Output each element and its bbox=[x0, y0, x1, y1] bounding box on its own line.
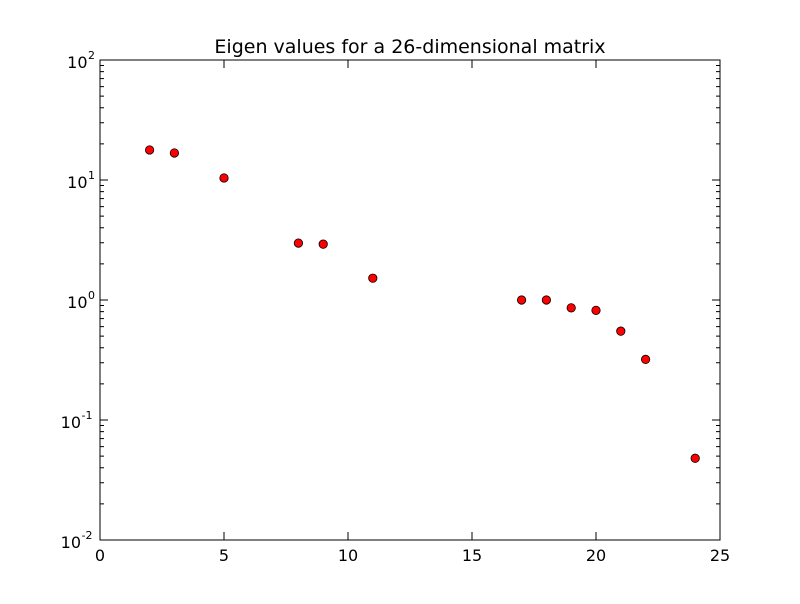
x-tick-label: 5 bbox=[219, 546, 229, 565]
x-tick-labels: 0 5 10 15 20 25 bbox=[95, 546, 730, 565]
y-tick-label-exponent: 0 bbox=[88, 289, 95, 302]
data-point bbox=[145, 145, 155, 155]
data-point bbox=[219, 173, 229, 183]
data-point bbox=[566, 303, 576, 313]
y-tick-label-base: 10 bbox=[61, 533, 81, 552]
data-point bbox=[318, 239, 328, 249]
y-tick-label-exponent: -1 bbox=[82, 409, 93, 422]
data-point bbox=[516, 295, 527, 305]
data-point bbox=[293, 238, 303, 248]
x-tick-label: 15 bbox=[462, 546, 482, 565]
plot-area bbox=[100, 60, 720, 540]
data-point bbox=[368, 273, 378, 283]
y-tick-label-exponent: 2 bbox=[88, 49, 95, 62]
data-point bbox=[616, 326, 626, 336]
data-point bbox=[541, 295, 552, 305]
data-point bbox=[640, 354, 651, 364]
x-tick-label: 0 bbox=[95, 546, 105, 565]
x-tick-label: 25 bbox=[710, 546, 730, 565]
minor-ticks bbox=[100, 64, 720, 505]
y-tick-label-base: 10 bbox=[61, 413, 81, 432]
data-point bbox=[591, 305, 601, 315]
y-tick-label-base: 10 bbox=[67, 53, 87, 72]
y-tick-label-exponent: -2 bbox=[82, 529, 93, 542]
x-tick-label: 20 bbox=[586, 546, 606, 565]
y-tick-label-base: 10 bbox=[67, 173, 87, 192]
y-tick-label-exponent: 1 bbox=[88, 169, 95, 182]
data-points bbox=[145, 145, 700, 463]
chart-title: Eigen values for a 26-dimensional matrix bbox=[214, 36, 605, 58]
data-point bbox=[690, 453, 700, 463]
x-tick-label: 10 bbox=[338, 546, 358, 565]
y-tick-label-base: 10 bbox=[67, 293, 87, 312]
data-point bbox=[169, 148, 179, 158]
plot-frame bbox=[99, 59, 721, 541]
